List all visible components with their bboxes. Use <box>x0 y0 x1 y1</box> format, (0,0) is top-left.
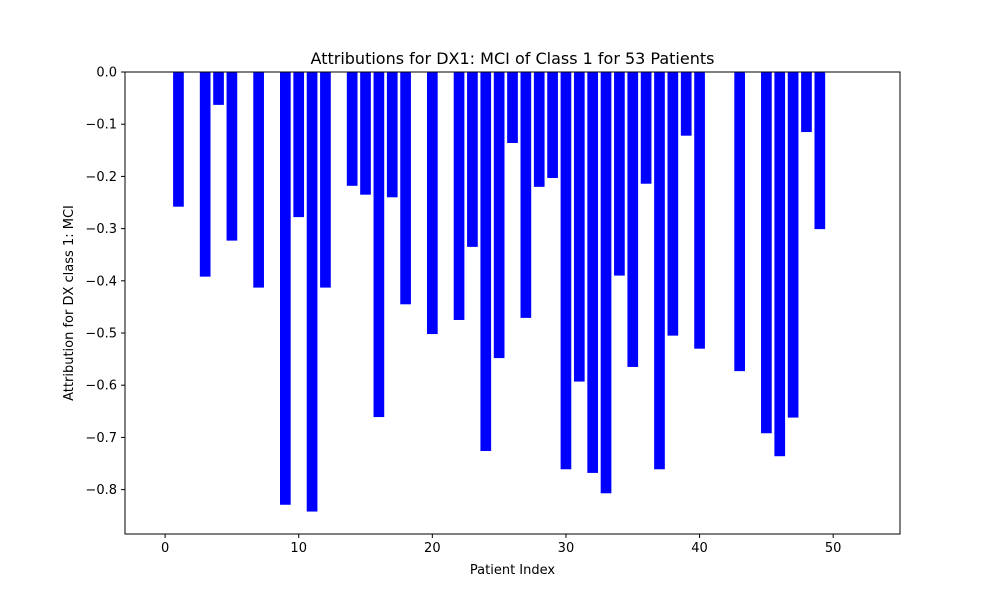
bar-patient-39 <box>680 72 692 136</box>
bar-patient-27 <box>520 72 532 318</box>
x-axis-label: Patient Index <box>470 563 555 578</box>
bar-patient-49 <box>814 72 826 230</box>
x-tick-label: 40 <box>691 541 708 556</box>
bar-patient-45 <box>761 72 772 434</box>
bar-patient-12 <box>320 72 331 288</box>
bar-patient-48 <box>801 72 812 133</box>
bar-patient-11 <box>306 72 318 512</box>
bar-patient-18 <box>400 72 411 305</box>
bar-patient-17 <box>386 72 398 198</box>
bar-patient-1 <box>173 72 184 207</box>
y-tick-label: −0.3 <box>85 222 117 237</box>
bar-patient-10 <box>293 72 305 218</box>
x-tick-label: 30 <box>558 541 575 556</box>
bar-patient-5 <box>226 72 238 241</box>
y-tick-label: −0.2 <box>85 170 117 185</box>
bar-patient-46 <box>774 72 786 457</box>
y-tick-label: −0.6 <box>85 379 117 394</box>
y-tick-label: −0.8 <box>85 483 117 498</box>
y-tick-label: −0.7 <box>85 431 117 446</box>
x-tick-label: 20 <box>424 541 441 556</box>
bar-patient-22 <box>453 72 465 320</box>
y-axis-label: Attribution for DX class 1: MCI <box>62 205 77 401</box>
bars-group <box>173 72 826 512</box>
bar-patient-26 <box>507 72 518 143</box>
y-tick-label: −0.1 <box>85 118 117 133</box>
bar-patient-23 <box>467 72 478 247</box>
bar-patient-20 <box>426 72 438 335</box>
bar-patient-29 <box>547 72 558 178</box>
bar-patient-35 <box>627 72 639 367</box>
bar-patient-33 <box>600 72 612 494</box>
bar-patient-14 <box>346 72 358 186</box>
bar-patient-38 <box>667 72 679 336</box>
bar-patient-9 <box>280 72 291 505</box>
x-tick-label: 50 <box>825 541 842 556</box>
bar-patient-32 <box>587 72 599 473</box>
bar-patient-3 <box>199 72 211 277</box>
bar-patient-25 <box>493 72 505 359</box>
bar-patient-15 <box>360 72 371 195</box>
x-axis-ticks: 0 10 20 30 40 50 <box>161 534 842 556</box>
bar-patient-28 <box>533 72 545 187</box>
bar-patient-40 <box>694 72 705 349</box>
bar-patient-4 <box>213 72 224 105</box>
bar-patient-43 <box>734 72 745 372</box>
y-tick-label: −0.5 <box>85 327 117 342</box>
x-tick-label: 0 <box>161 541 169 556</box>
bar-patient-47 <box>787 72 799 418</box>
y-tick-label: −0.4 <box>85 274 117 289</box>
bar-patient-16 <box>373 72 385 418</box>
bar-patient-31 <box>573 72 585 382</box>
bar-patient-24 <box>480 72 492 451</box>
x-tick-label: 10 <box>290 541 307 556</box>
plot-frame <box>124 71 901 535</box>
bar-patient-36 <box>640 72 652 184</box>
chart-title: Attributions for DX1: MCI of Class 1 for… <box>311 49 715 68</box>
bar-patient-30 <box>560 72 572 470</box>
y-tick-label: 0.0 <box>96 66 117 81</box>
bar-patient-34 <box>614 72 625 276</box>
y-axis-ticks: 0.0 −0.1 −0.2 −0.3 −0.4 −0.5 −0.6 −0.7 −0.8 <box>85 66 125 498</box>
bar-patient-7 <box>253 72 264 288</box>
bar-patient-37 <box>654 72 665 470</box>
